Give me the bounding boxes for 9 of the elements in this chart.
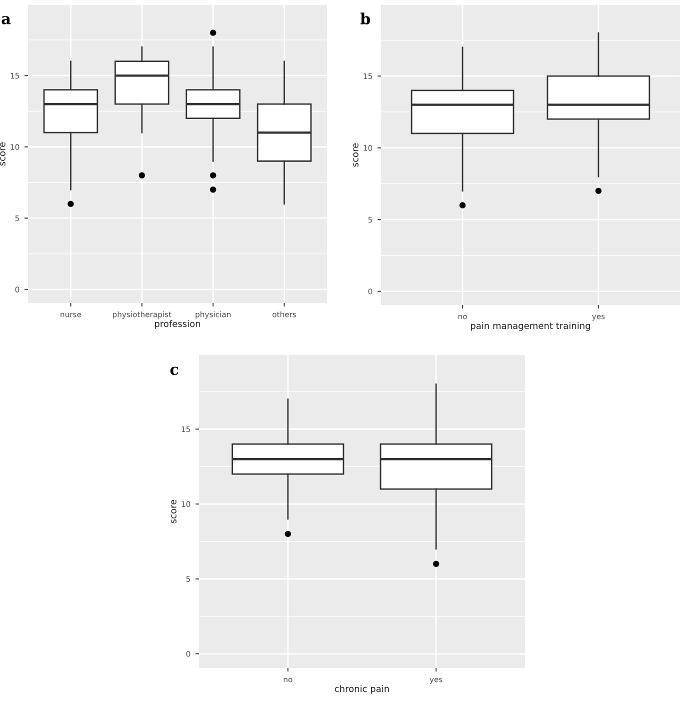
text: c xyxy=(170,366,178,376)
y-axis-title: score xyxy=(171,500,176,524)
x-axis-title: chronic pain xyxy=(334,685,389,694)
x-axis-title: profession xyxy=(154,320,200,329)
y-axis-title: score xyxy=(0,142,6,166)
y-axis-title: score xyxy=(353,143,358,167)
chart-title: a xyxy=(2,16,11,24)
x-axis-title: pain management training xyxy=(470,322,590,331)
chart-title: b xyxy=(360,12,370,24)
